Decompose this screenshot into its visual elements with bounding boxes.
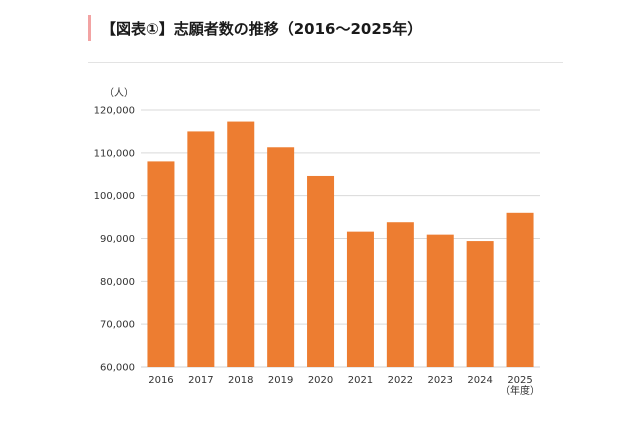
bar-2023 xyxy=(426,234,454,367)
x-tick-labels: 2016 2017 2018 2019 2020 2021 2022 2023 2024 2025 xyxy=(148,375,533,386)
bar-2019 xyxy=(267,147,295,367)
x-tick-label: 2021 xyxy=(348,375,373,386)
y-tick-label: 120,000 xyxy=(94,106,135,117)
x-tick-label: 2017 xyxy=(188,375,213,386)
bar-2021 xyxy=(346,231,374,367)
y-tick-label: 60,000 xyxy=(100,363,135,374)
x-tick-label: 2025 xyxy=(507,375,532,386)
x-tick-label: 2019 xyxy=(268,375,293,386)
bars xyxy=(147,121,534,367)
x-tick-label: 2022 xyxy=(388,375,413,386)
title-bar: 【図表①】志願者数の推移（2016〜2025年） xyxy=(88,15,422,41)
page-title: 【図表①】志願者数の推移（2016〜2025年） xyxy=(101,19,423,38)
y-tick-label: 100,000 xyxy=(94,191,135,202)
x-axis-unit-label: （年度） xyxy=(500,384,540,397)
x-tick-label: 2020 xyxy=(308,375,333,386)
x-tick-label: 2024 xyxy=(467,375,492,386)
y-tick-label: 80,000 xyxy=(100,277,135,288)
bar-2024 xyxy=(466,241,494,367)
x-tick-label: 2023 xyxy=(428,375,453,386)
bar-2022 xyxy=(386,222,414,367)
x-tick-label: 2018 xyxy=(228,375,253,386)
bar-2017 xyxy=(187,131,215,367)
y-tick-labels: 60,000 70,000 80,000 90,000 100,000 110,000 12… xyxy=(94,106,135,374)
bar-2020 xyxy=(307,175,335,367)
y-axis-unit-label: （人） xyxy=(104,87,134,99)
y-tick-label: 70,000 xyxy=(100,320,135,331)
x-tick-label: 2016 xyxy=(148,375,173,386)
y-tick-label: 110,000 xyxy=(94,148,135,159)
y-tick-label: 90,000 xyxy=(100,234,135,245)
bar-2025 xyxy=(506,212,534,367)
divider xyxy=(88,62,563,63)
bar-2016 xyxy=(147,161,175,367)
bar-2018 xyxy=(227,121,255,367)
